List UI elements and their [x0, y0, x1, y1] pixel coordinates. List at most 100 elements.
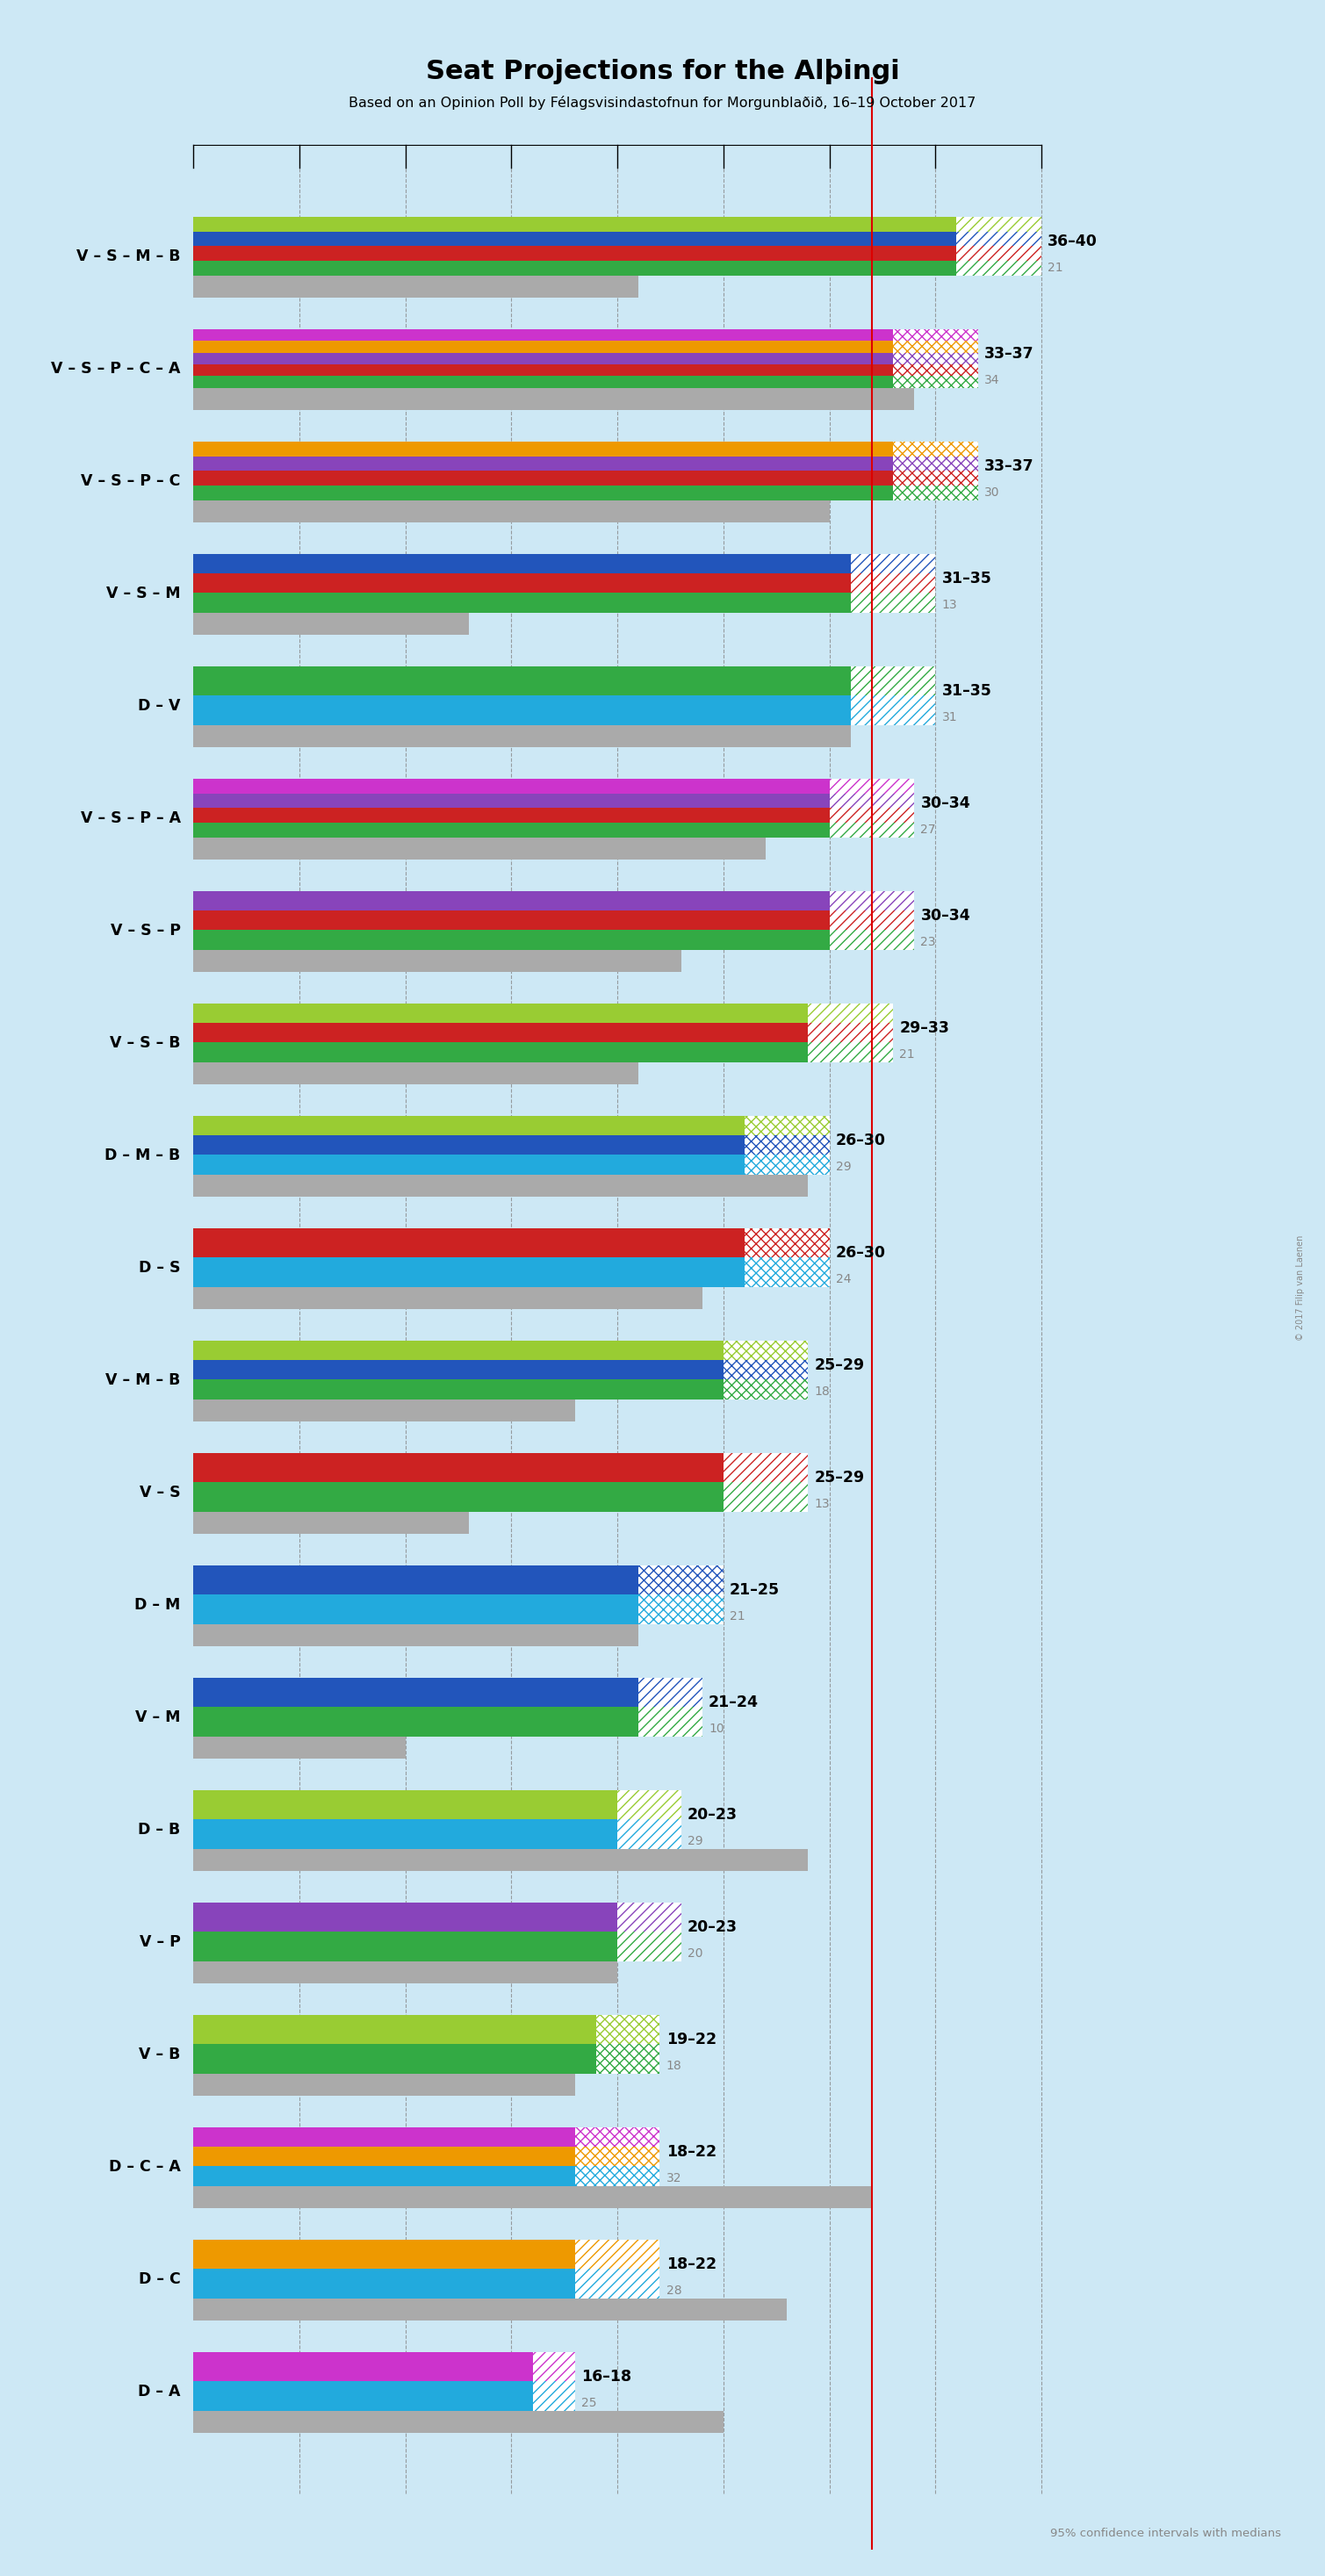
- Text: 26–30: 26–30: [836, 1244, 886, 1262]
- Text: V – M: V – M: [135, 1710, 180, 1726]
- Bar: [893, 363, 978, 376]
- Bar: [193, 1115, 745, 1136]
- Text: 30: 30: [984, 487, 999, 497]
- Bar: [193, 1595, 639, 1623]
- Bar: [957, 232, 1041, 247]
- Text: 26–30: 26–30: [836, 1133, 886, 1149]
- Text: 23: 23: [921, 935, 935, 948]
- Text: 27: 27: [921, 824, 935, 835]
- Text: 21: 21: [730, 1610, 745, 1623]
- Bar: [193, 724, 851, 747]
- Text: 10: 10: [709, 1723, 723, 1734]
- Bar: [193, 1850, 808, 1870]
- Bar: [533, 2352, 575, 2380]
- Text: 36–40: 36–40: [1048, 234, 1097, 250]
- Bar: [617, 1790, 681, 1819]
- Bar: [893, 484, 978, 500]
- Bar: [851, 554, 935, 574]
- Bar: [193, 1960, 617, 1984]
- Bar: [193, 1566, 723, 1623]
- Text: 13: 13: [815, 1497, 829, 1510]
- Bar: [745, 1115, 829, 1136]
- Bar: [193, 1061, 639, 1084]
- Bar: [893, 456, 978, 471]
- Text: D – C – A: D – C – A: [109, 2159, 180, 2174]
- Text: V – B: V – B: [139, 2045, 180, 2063]
- Bar: [193, 1790, 617, 1819]
- Text: 32: 32: [666, 2172, 681, 2184]
- Bar: [723, 1453, 808, 1481]
- Text: D – M: D – M: [135, 1597, 180, 1613]
- Bar: [193, 1340, 723, 1360]
- Bar: [193, 2045, 596, 2074]
- Bar: [893, 340, 978, 353]
- Bar: [193, 778, 829, 793]
- Text: V – M – B: V – M – B: [106, 1373, 180, 1388]
- Bar: [193, 471, 893, 484]
- Text: 13: 13: [942, 598, 957, 611]
- Bar: [851, 667, 935, 696]
- Bar: [193, 500, 829, 523]
- Bar: [596, 2014, 660, 2045]
- Bar: [193, 1481, 723, 1512]
- Bar: [575, 2146, 660, 2166]
- Bar: [193, 2269, 575, 2298]
- Bar: [193, 440, 893, 456]
- Bar: [193, 1453, 723, 1481]
- Bar: [851, 592, 935, 613]
- Bar: [745, 1115, 829, 1136]
- Bar: [893, 340, 978, 353]
- Bar: [893, 353, 978, 363]
- Bar: [829, 891, 914, 912]
- Bar: [193, 2128, 660, 2187]
- Bar: [723, 1381, 808, 1399]
- Bar: [575, 2146, 660, 2166]
- Bar: [193, 330, 978, 389]
- Bar: [193, 778, 914, 837]
- Text: 20: 20: [688, 1947, 702, 1960]
- Bar: [957, 247, 1041, 260]
- Bar: [723, 1381, 808, 1399]
- Bar: [639, 1708, 702, 1736]
- Text: Seat Projections for the Alþingi: Seat Projections for the Alþingi: [425, 59, 900, 85]
- Bar: [639, 1708, 702, 1736]
- Bar: [808, 1005, 893, 1023]
- Bar: [193, 232, 957, 247]
- Bar: [193, 276, 639, 299]
- Text: 25–29: 25–29: [815, 1471, 865, 1486]
- Bar: [617, 1904, 681, 1932]
- Bar: [193, 2128, 575, 2146]
- Bar: [193, 456, 893, 471]
- Bar: [596, 2045, 660, 2074]
- Text: 29: 29: [836, 1159, 851, 1172]
- Bar: [893, 440, 978, 456]
- Bar: [193, 554, 935, 613]
- Text: D – V: D – V: [138, 698, 180, 714]
- Bar: [639, 1566, 723, 1595]
- Bar: [193, 216, 957, 232]
- Bar: [893, 471, 978, 484]
- Bar: [723, 1340, 808, 1360]
- Bar: [193, 1932, 617, 1960]
- Bar: [829, 778, 914, 793]
- Text: © 2017 Filip van Laenen: © 2017 Filip van Laenen: [1296, 1234, 1305, 1342]
- Bar: [829, 793, 914, 809]
- Text: V – S – P – C: V – S – P – C: [81, 474, 180, 489]
- Bar: [193, 912, 829, 930]
- Bar: [193, 837, 766, 860]
- Bar: [893, 363, 978, 376]
- Bar: [193, 930, 829, 951]
- Bar: [851, 696, 935, 724]
- Bar: [193, 793, 829, 809]
- Bar: [745, 1229, 829, 1257]
- Bar: [745, 1154, 829, 1175]
- Bar: [808, 1023, 893, 1043]
- Bar: [957, 232, 1041, 247]
- Bar: [193, 1136, 745, 1154]
- Bar: [193, 1005, 893, 1061]
- Text: V – S – P: V – S – P: [110, 922, 180, 938]
- Bar: [829, 822, 914, 837]
- Bar: [575, 2269, 660, 2298]
- Text: Based on an Opinion Poll by Félagsvisindastofnun for Morgunblaðið, 16–19 October: Based on an Opinion Poll by Félagsvisind…: [348, 95, 977, 108]
- Bar: [829, 793, 914, 809]
